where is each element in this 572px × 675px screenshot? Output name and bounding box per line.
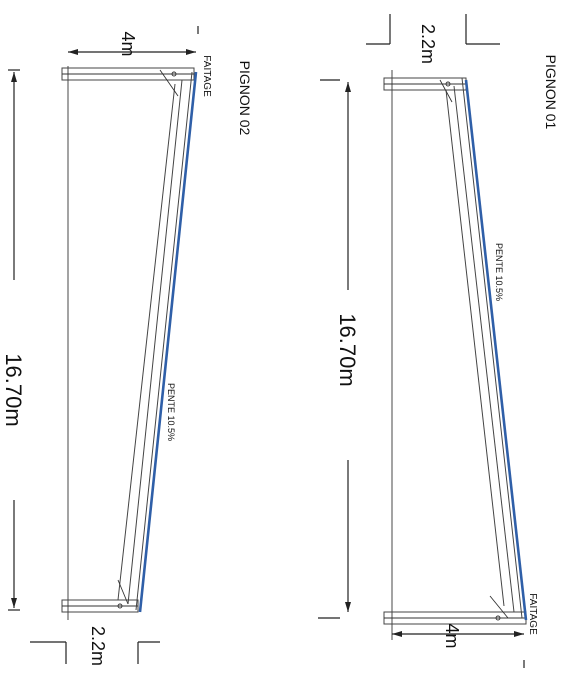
- pignon-02-bottom-width-label: 2.2m: [88, 626, 108, 666]
- pignon-01-top-width-label: 2.2m: [418, 24, 438, 64]
- pignon-01-rafter-outer: [461, 77, 523, 619]
- pignon-01-bottom-width-label: 4m: [442, 623, 462, 648]
- pignon-01-title: PIGNON 01: [543, 55, 559, 130]
- pignon-02-rafter-accent: [138, 71, 198, 613]
- pignon-02-top-width-label: 4m: [118, 31, 138, 56]
- pignon-01-ridge-label: FAITAGE: [527, 593, 538, 635]
- pignon-02-rafter-inner: [127, 79, 183, 605]
- pignon-01-rafter-accent: [464, 79, 528, 621]
- pignon-02-length-label: 16.70m: [1, 353, 26, 426]
- pignon-02-ridge-label: FAITAGE: [201, 55, 212, 97]
- pignon-02: 16.70m 4m 2.2m FAITAGE PENTE 10.5% PIGNO…: [1, 26, 253, 666]
- pignon-02-slope-label: PENTE 10.5%: [166, 383, 176, 441]
- pignon-02-title: PIGNON 02: [237, 61, 253, 136]
- pignon-01-rafter-inner-2: [445, 89, 505, 607]
- pignon-01-rafter-inner: [453, 85, 515, 613]
- pignon-02-rafter-inner-2: [117, 83, 176, 601]
- pignon-02-rafter-outer: [135, 71, 193, 611]
- pignon-01-slope-label: PENTE 10.5%: [494, 243, 504, 301]
- pignon-01-length-label: 16.70m: [335, 313, 360, 386]
- pignon-01: 16.70m 2.2m 4m FAITAGE PENTE 10.5% PIGNO…: [318, 14, 559, 668]
